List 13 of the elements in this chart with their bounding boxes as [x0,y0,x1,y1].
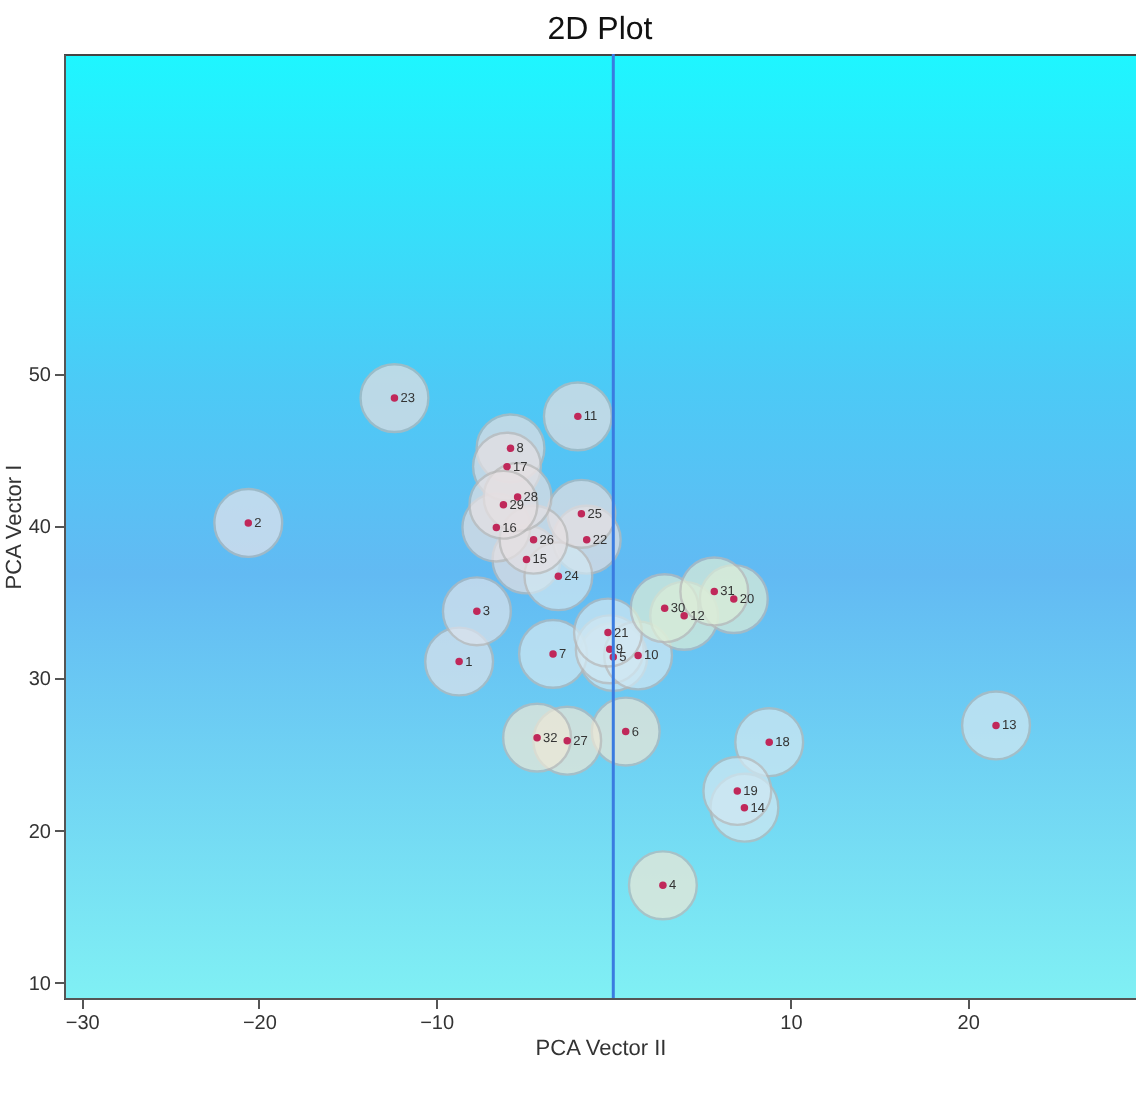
x-tick-label: −10 [420,1013,455,1035]
x-tick-label: −30 [65,1013,101,1035]
y-tick-label: 30 [28,669,52,692]
x-tick-label: 10 [780,1013,804,1035]
chart-title: 2D Plot [547,12,654,47]
x-tick-label: −20 [242,1013,278,1035]
y-axis-title: PCA Vector I [2,464,27,590]
x-axis-title: PCA Vector II [535,1037,667,1061]
y-tick-label: 50 [28,364,52,387]
y-tick-label: 40 [28,517,52,539]
x-tick-label: 20 [957,1013,981,1035]
y-tick-label: 20 [28,821,52,844]
y-tick-label: 10 [28,973,52,996]
